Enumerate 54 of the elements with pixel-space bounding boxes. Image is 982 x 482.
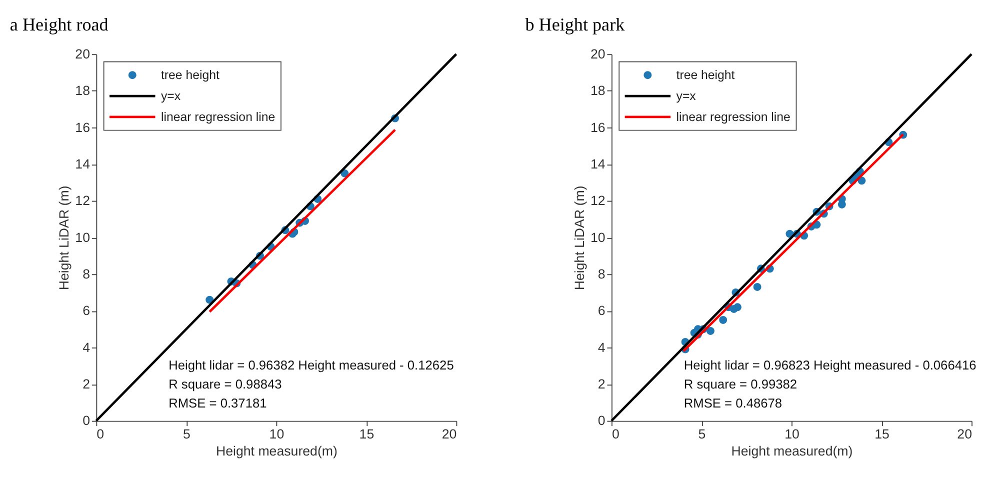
annotation: RMSE = 0.37181	[168, 395, 267, 410]
y-tick-label: 6	[82, 303, 90, 318]
annotation: RMSE = 0.48678	[684, 395, 782, 410]
x-tick-label: 0	[612, 426, 620, 442]
y-tick-label: 4	[82, 340, 91, 355]
x-tick-label: 20	[442, 426, 457, 442]
annotation: Height lidar = 0.96823 Height measured - 0.066416	[684, 357, 976, 372]
y-tick-label: 0	[82, 413, 90, 428]
annotation: R square = 0.98843	[168, 376, 282, 392]
legend-label: y=x	[160, 88, 182, 103]
x-tick-label: 20	[957, 426, 972, 442]
annotation: R square = 0.99382	[684, 376, 798, 392]
y-tick-label: 10	[75, 230, 90, 245]
x-tick-label: 10	[784, 426, 800, 442]
x-axis-title: Height measured(m)	[216, 444, 338, 459]
y-tick-label: 2	[82, 376, 90, 392]
y-tick-label: 20	[590, 46, 606, 62]
y-tick-label: 14	[75, 156, 91, 172]
y-tick-label: 14	[590, 156, 606, 172]
y-tick-label: 12	[75, 193, 90, 208]
chart-title: b Height park	[525, 14, 626, 34]
y-tick-label: 8	[598, 266, 606, 282]
point	[734, 303, 742, 312]
y-tick-label: 12	[590, 193, 606, 208]
legend-label: linear regression line	[676, 110, 791, 124]
y-tick-label: 16	[590, 120, 606, 135]
y-tick-label: 0	[598, 413, 606, 428]
y-tick-label: 16	[75, 120, 90, 135]
legend-label: tree height	[160, 68, 220, 82]
y-axis-title: Height LiDAR (m)	[572, 186, 587, 290]
y-tick-label: 2	[598, 376, 606, 392]
y-tick-label: 18	[75, 83, 90, 98]
y-tick-label: 18	[590, 83, 606, 98]
point	[706, 327, 714, 335]
point	[753, 283, 762, 291]
legend-label: y=x	[676, 88, 697, 103]
y-tick-label: 4	[598, 340, 606, 355]
y-tick-label: 6	[598, 303, 606, 318]
y-tick-label: 10	[590, 230, 606, 245]
legend-label: tree height	[676, 68, 736, 82]
y-axis-title: Height LiDAR (m)	[56, 186, 72, 290]
y-tick-label: 8	[82, 266, 90, 282]
x-tick-label: 15	[874, 426, 890, 442]
x-tick-label: 15	[359, 426, 374, 442]
x-tick-label: 5	[698, 426, 706, 442]
legend-label: linear regression line	[160, 110, 276, 124]
x-tick-label: 5	[182, 426, 190, 442]
x-axis-title: Height measured(m)	[731, 444, 853, 459]
chart-title: a Height road	[10, 14, 108, 34]
x-tick-label: 0	[96, 426, 104, 442]
x-tick-label: 10	[269, 426, 284, 442]
y-tick-label: 20	[75, 46, 90, 62]
point	[719, 316, 728, 324]
annotation: Height lidar = 0.96382 Height measured - 0.12625	[168, 357, 454, 372]
